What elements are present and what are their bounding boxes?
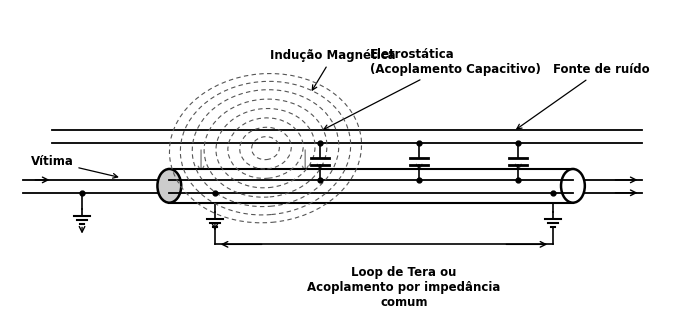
Text: Vítima: Vítima bbox=[31, 155, 118, 178]
Ellipse shape bbox=[157, 169, 181, 203]
Text: Indução Magnética: Indução Magnética bbox=[271, 49, 396, 90]
Text: Eletrostática
(Acoplamento Capacitivo): Eletrostática (Acoplamento Capacitivo) bbox=[324, 48, 540, 129]
Text: Loop de Tera ou
Acoplamento por impedância
comum: Loop de Tera ou Acoplamento por impedânc… bbox=[307, 266, 500, 309]
Text: Fonte de ruído: Fonte de ruído bbox=[517, 63, 650, 129]
Bar bbox=[170, 169, 573, 203]
Ellipse shape bbox=[561, 169, 585, 203]
